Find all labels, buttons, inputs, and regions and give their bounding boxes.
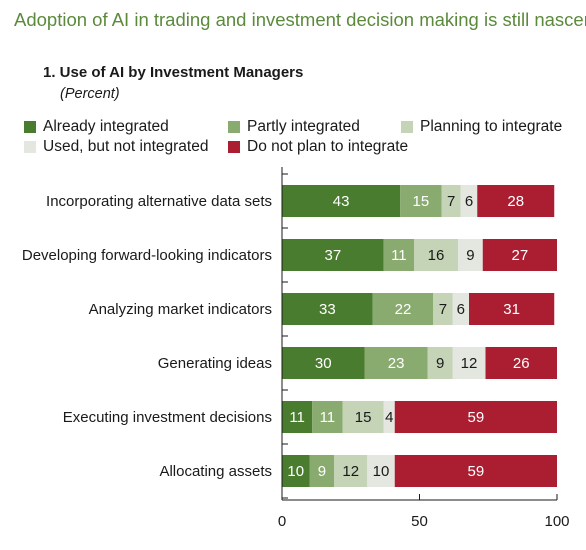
legend-label-used-not-integrated: Used, but not integrated [43,138,209,155]
bar-segment-do-not-plan-to-integrate-analyzing-market-indicators [469,293,555,325]
category-label-generating-ideas: Generating ideas [158,355,272,372]
legend-swatch-already-integrated [24,121,36,133]
bar-segment-already-integrated-generating-ideas [282,347,365,379]
value-label-partly-integrated-developing-forward-looking-indicators: 11 [391,247,407,264]
value-label-already-integrated-analyzing-market-indicators: 33 [319,301,336,318]
value-label-already-integrated-executing-investment-decisions: 11 [289,409,305,426]
bar-segment-planning-to-integrate-incorporating-alternative-data-sets [441,185,461,217]
chart-title: 1. Use of AI by Investment Managers [43,64,304,81]
category-label-analyzing-market-indicators: Analyzing market indicators [89,301,272,318]
bar-segment-partly-integrated-analyzing-market-indicators [372,293,434,325]
bar-segment-planning-to-integrate-developing-forward-looking-indicators [414,239,458,271]
bar-segment-planning-to-integrate-analyzing-market-indicators [433,293,453,325]
legend-label-do-not-plan: Do not plan to integrate [247,138,409,155]
value-label-already-integrated-generating-ideas: 30 [315,355,332,372]
x-tick-label-100: 100 [544,513,569,530]
legend-label-already-integrated: Already integrated [43,118,169,135]
value-label-do-not-plan-to-integrate-analyzing-market-indicators: 31 [503,301,520,318]
value-label-do-not-plan-to-integrate-executing-investment-decisions: 59 [468,409,485,426]
value-label-used-but-not-integrated-allocating-assets: 10 [373,463,390,480]
bar-segment-do-not-plan-to-integrate-incorporating-alternative-data-sets [477,185,555,217]
legend-swatch-do-not-plan [228,141,240,153]
category-label-allocating-assets: Allocating assets [159,463,272,480]
value-label-partly-integrated-analyzing-market-indicators: 22 [395,301,412,318]
x-tick-label-0: 0 [278,513,286,530]
bar-segment-already-integrated-incorporating-alternative-data-sets [282,185,401,217]
value-label-planning-to-integrate-generating-ideas: 9 [436,355,444,372]
value-label-already-integrated-allocating-assets: 10 [287,463,304,480]
category-label-developing-forward-looking-indicators: Developing forward-looking indicators [22,247,272,264]
bar-segment-used-but-not-integrated-generating-ideas [452,347,486,379]
value-label-planning-to-integrate-developing-forward-looking-indicators: 16 [428,247,445,264]
chart-subtitle: (Percent) [60,86,120,102]
value-label-used-but-not-integrated-executing-investment-decisions: 4 [385,409,393,426]
value-label-partly-integrated-executing-investment-decisions: 11 [320,409,336,426]
bar-segment-used-but-not-integrated-developing-forward-looking-indicators [458,239,483,271]
bar-segment-already-integrated-analyzing-market-indicators [282,293,373,325]
bar-segment-already-integrated-allocating-assets [282,455,310,487]
bar-segment-do-not-plan-to-integrate-executing-investment-decisions [394,401,557,433]
value-label-do-not-plan-to-integrate-incorporating-alternative-data-sets: 28 [507,193,524,210]
value-label-already-integrated-incorporating-alternative-data-sets: 43 [333,193,350,210]
bar-segment-do-not-plan-to-integrate-developing-forward-looking-indicators [482,239,557,271]
bar-segment-used-but-not-integrated-analyzing-market-indicators [452,293,469,325]
bar-segment-do-not-plan-to-integrate-generating-ideas [485,347,557,379]
value-label-used-but-not-integrated-developing-forward-looking-indicators: 9 [466,247,474,264]
value-label-do-not-plan-to-integrate-developing-forward-looking-indicators: 27 [512,247,529,264]
value-label-planning-to-integrate-incorporating-alternative-data-sets: 7 [447,193,455,210]
bar-segment-used-but-not-integrated-allocating-assets [367,455,395,487]
x-tick-label-50: 50 [411,513,428,530]
legend-swatch-partly-integrated [228,121,240,133]
value-label-used-but-not-integrated-incorporating-alternative-data-sets: 6 [465,193,473,210]
category-label-incorporating-alternative-data-sets: Incorporating alternative data sets [46,193,272,210]
legend-swatch-planning-to-integrate [401,121,413,133]
value-label-partly-integrated-generating-ideas: 23 [388,355,405,372]
value-label-planning-to-integrate-allocating-assets: 12 [342,463,359,480]
bar-segment-already-integrated-executing-investment-decisions [282,401,313,433]
legend-item-already-integrated: Already integrated [24,118,169,136]
category-label-executing-investment-decisions: Executing investment decisions [63,409,272,426]
bar-segment-planning-to-integrate-allocating-assets [334,455,368,487]
bar-segment-partly-integrated-executing-investment-decisions [312,401,343,433]
legend-item-do-not-plan: Do not plan to integrate [228,138,408,156]
legend-label-partly-integrated: Partly integrated [247,118,360,135]
headline: Adoption of AI in trading and investment… [14,9,586,30]
bar-segment-planning-to-integrate-executing-investment-decisions [342,401,384,433]
legend-item-planning-to-integrate: Planning to integrate [401,118,562,136]
value-label-planning-to-integrate-analyzing-market-indicators: 7 [439,301,447,318]
legend-swatch-used-not-integrated [24,141,36,153]
value-label-already-integrated-developing-forward-looking-indicators: 37 [325,247,342,264]
value-label-do-not-plan-to-integrate-allocating-assets: 59 [468,463,485,480]
value-label-used-but-not-integrated-analyzing-market-indicators: 6 [457,301,465,318]
bar-segment-planning-to-integrate-generating-ideas [427,347,453,379]
legend-item-partly-integrated: Partly integrated [228,118,360,136]
bar-segment-partly-integrated-developing-forward-looking-indicators [383,239,414,271]
bar-segment-used-but-not-integrated-executing-investment-decisions [383,401,395,433]
bar-segment-partly-integrated-incorporating-alternative-data-sets [400,185,442,217]
bar-segment-used-but-not-integrated-incorporating-alternative-data-sets [460,185,478,217]
bar-segment-do-not-plan-to-integrate-allocating-assets [394,455,557,487]
value-label-do-not-plan-to-integrate-generating-ideas: 26 [513,355,530,372]
value-label-partly-integrated-incorporating-alternative-data-sets: 15 [413,193,430,210]
value-label-partly-integrated-allocating-assets: 9 [318,463,326,480]
bar-segment-already-integrated-developing-forward-looking-indicators [282,239,384,271]
legend-item-used-not-integrated: Used, but not integrated [24,138,208,156]
legend-label-planning-to-integrate: Planning to integrate [420,118,563,135]
bar-segment-partly-integrated-generating-ideas [364,347,428,379]
bar-segment-partly-integrated-allocating-assets [309,455,335,487]
value-label-planning-to-integrate-executing-investment-decisions: 15 [355,409,372,426]
value-label-used-but-not-integrated-generating-ideas: 12 [461,355,478,372]
